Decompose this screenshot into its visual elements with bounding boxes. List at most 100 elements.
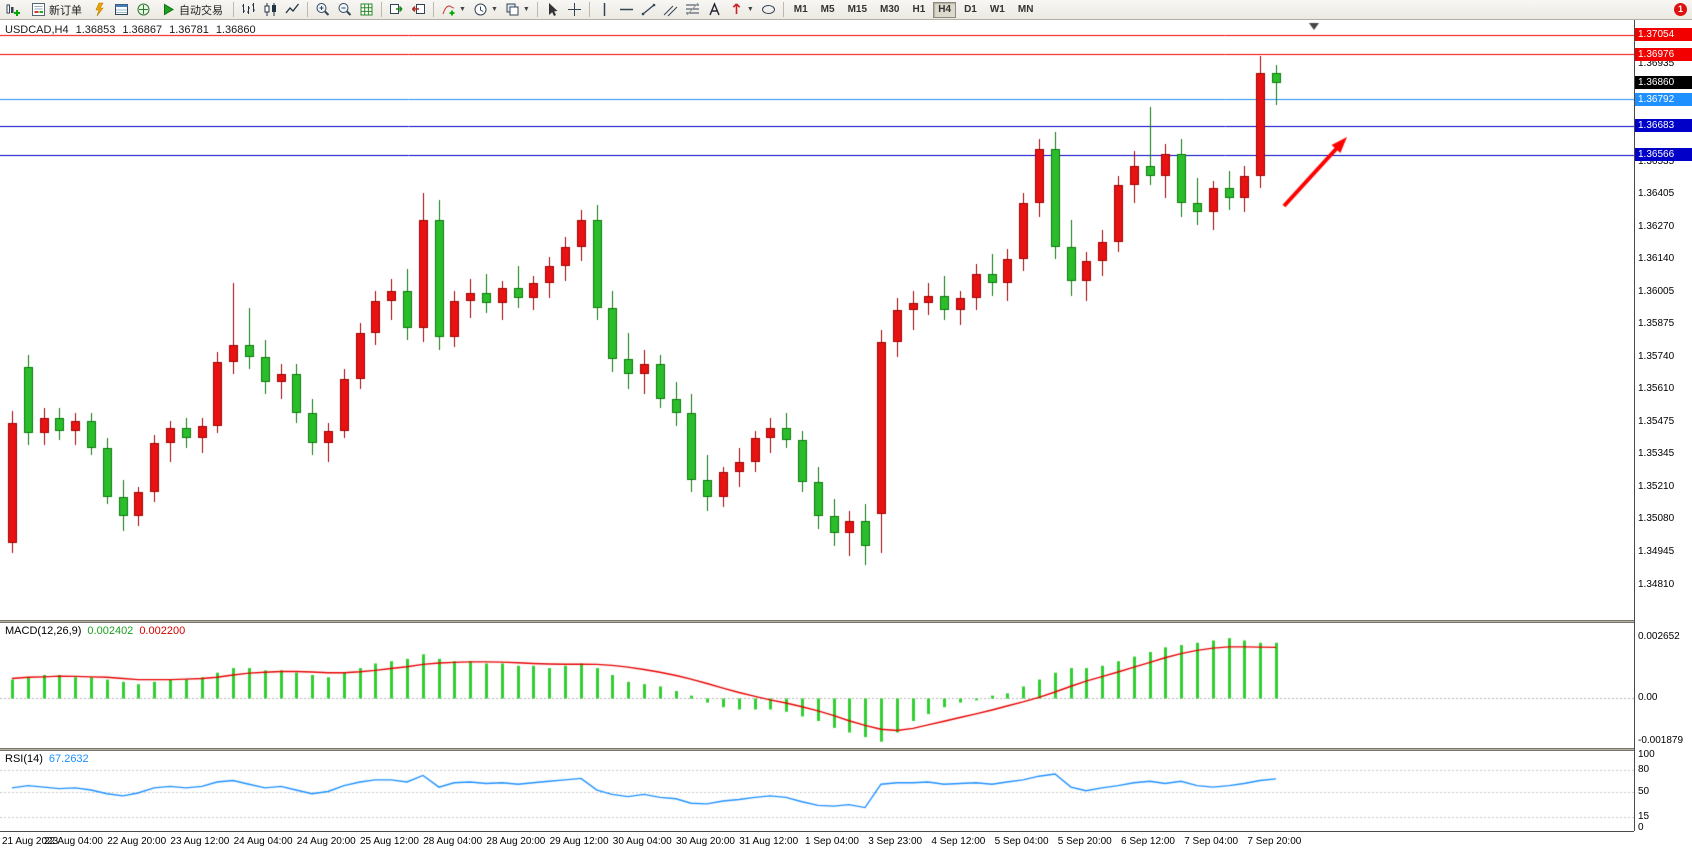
periods-button[interactable]: ▼ xyxy=(470,1,501,19)
rsi-scale-label: 80 xyxy=(1638,763,1650,775)
toolbar-separator xyxy=(588,2,590,17)
bar-chart-icon xyxy=(241,2,256,17)
auto-scroll-button[interactable] xyxy=(386,1,407,19)
high-value: 1.36867 xyxy=(122,24,163,36)
rsi-panel-separator[interactable] xyxy=(0,748,1692,751)
templates-button[interactable]: ▼ xyxy=(502,1,533,19)
macd-scale-label: 0.002652 xyxy=(1638,630,1680,642)
price-axis-label: 1.36535 xyxy=(1638,156,1675,168)
indicators-button[interactable]: ▼ xyxy=(438,1,469,19)
chart-shift-icon xyxy=(411,2,426,17)
shapes-button[interactable] xyxy=(758,1,779,19)
line-chart-button[interactable] xyxy=(282,1,303,19)
price-level-tag: 1.36683 xyxy=(1635,119,1692,133)
price-axis-label: 1.35740 xyxy=(1638,351,1675,362)
macd-panel-canvas[interactable] xyxy=(0,623,1634,748)
cursor-button[interactable] xyxy=(542,1,563,19)
main-chart-canvas[interactable] xyxy=(0,20,1634,620)
tf-m5-button[interactable]: M5 xyxy=(816,2,840,18)
channel-button[interactable] xyxy=(660,1,681,19)
tf-d1-button[interactable]: D1 xyxy=(959,2,982,18)
auto-scroll-icon xyxy=(389,2,404,17)
price-axis-label: 1.35875 xyxy=(1638,317,1675,329)
time-axis[interactable]: 21 Aug 2023 22 Aug 04:00 22 Aug 20:00 23 Au… xyxy=(0,831,1634,851)
toolbar-separator xyxy=(381,2,382,17)
time-axis-label: 5 Sep 20:00 xyxy=(1057,836,1112,847)
tf-m15-button[interactable]: M15 xyxy=(843,2,872,18)
indicators-icon xyxy=(441,2,456,17)
price-scale[interactable]: 1.36935 1.36535 1.36405 1.36270 1.36140 1.360… xyxy=(1635,0,1692,851)
autotrading-button[interactable]: 自动交易 xyxy=(155,1,229,19)
horizontal-line-button[interactable] xyxy=(616,1,637,19)
tf-h1-button[interactable]: H1 xyxy=(907,2,930,18)
price-axis-label: 1.36405 xyxy=(1638,188,1675,200)
macd-panel-separator[interactable] xyxy=(0,620,1692,623)
chart-shift-button[interactable] xyxy=(408,1,429,19)
rsi-panel-canvas[interactable] xyxy=(0,751,1634,831)
rsi-value: 67.2632 xyxy=(48,753,89,765)
channel-icon xyxy=(663,2,678,17)
rsi-scale-label: 15 xyxy=(1638,811,1650,823)
price-level-tag: 1.36566 xyxy=(1635,148,1692,162)
vertical-line-button[interactable] xyxy=(594,1,615,19)
candlestick-button[interactable] xyxy=(260,1,281,19)
price-axis-label: 1.35475 xyxy=(1638,415,1675,427)
toolbar-separator xyxy=(536,2,538,17)
templates-icon xyxy=(505,2,520,17)
zoom-in-button[interactable] xyxy=(312,1,333,19)
toolbar-separator xyxy=(433,2,434,17)
price-axis-label: 1.34810 xyxy=(1638,578,1675,590)
arrows-button[interactable]: ▼ xyxy=(726,1,757,19)
time-axis-label: 4 Sep 12:00 xyxy=(931,836,986,847)
bar-chart-button[interactable] xyxy=(238,1,259,19)
open-value: 1.36853 xyxy=(75,24,116,36)
price-axis-label: 1.35345 xyxy=(1638,447,1675,459)
current-price-tag: 1.36860 xyxy=(1635,76,1692,89)
data-window-button[interactable] xyxy=(111,1,132,19)
zoom-out-button[interactable] xyxy=(334,1,355,19)
vertical-line-icon xyxy=(597,2,612,17)
price-axis-label: 1.35210 xyxy=(1638,480,1675,492)
rsi-scale-label: 50 xyxy=(1638,785,1650,797)
price-level-tag: 1.36792 xyxy=(1635,92,1692,106)
tf-h4-button[interactable]: H4 xyxy=(933,1,957,18)
zoom-out-icon xyxy=(337,2,352,17)
chart-info-line: USDCAD,H4 1.36853 1.36867 1.36781 1.3686… xyxy=(5,24,256,36)
grid-button[interactable] xyxy=(356,1,377,19)
chevron-down-icon: ▼ xyxy=(490,6,498,13)
arrows-icon xyxy=(729,2,744,17)
time-axis-label: 31 Aug 12:00 xyxy=(739,836,799,847)
time-axis-label: 24 Aug 20:00 xyxy=(296,836,356,847)
rsi-name: RSI(14) xyxy=(5,753,43,765)
navigator-button[interactable] xyxy=(133,1,154,19)
toolbar: 新订单 自动交易 ▼ ▼ ▼ ▼ M1 M5 M15 M30 H1 H4 D1 … xyxy=(0,0,1692,20)
market-watch-button[interactable] xyxy=(89,1,110,19)
price-axis-label: 1.34945 xyxy=(1638,545,1675,557)
tf-m30-button[interactable]: M30 xyxy=(875,2,904,18)
notification-badge[interactable]: 1 xyxy=(1674,3,1687,16)
time-axis-label: 21 Aug 2023 xyxy=(2,836,59,847)
tf-mn-button[interactable]: MN xyxy=(1013,2,1039,18)
tf-m1-button[interactable]: M1 xyxy=(789,2,813,18)
price-axis-label: 1.35610 xyxy=(1638,382,1675,394)
fibonacci-button[interactable] xyxy=(682,1,703,19)
new-chart-button[interactable] xyxy=(3,1,24,19)
trendline-icon xyxy=(641,2,656,17)
autotrading-label: 自动交易 xyxy=(179,4,223,17)
trendline-button[interactable] xyxy=(638,1,659,19)
crosshair-button[interactable] xyxy=(564,1,585,19)
text-button[interactable] xyxy=(704,1,725,19)
periods-icon xyxy=(473,2,488,17)
tf-w1-button[interactable]: W1 xyxy=(985,2,1010,18)
time-axis-label: 7 Sep 04:00 xyxy=(1184,836,1239,847)
toolbar-separator xyxy=(307,2,308,17)
time-axis-label: 25 Aug 12:00 xyxy=(360,836,419,847)
time-axis-label: 29 Aug 12:00 xyxy=(549,836,609,847)
time-axis-label: 7 Sep 20:00 xyxy=(1247,836,1302,847)
macd-scale-label: 0.00 xyxy=(1638,691,1658,703)
new-order-button[interactable]: 新订单 xyxy=(25,1,88,19)
macd-name: MACD(12,26,9) xyxy=(5,625,82,637)
shapes-icon xyxy=(761,2,776,17)
time-axis-label: 6 Sep 12:00 xyxy=(1121,836,1175,847)
time-axis-label: 28 Aug 20:00 xyxy=(486,836,546,847)
